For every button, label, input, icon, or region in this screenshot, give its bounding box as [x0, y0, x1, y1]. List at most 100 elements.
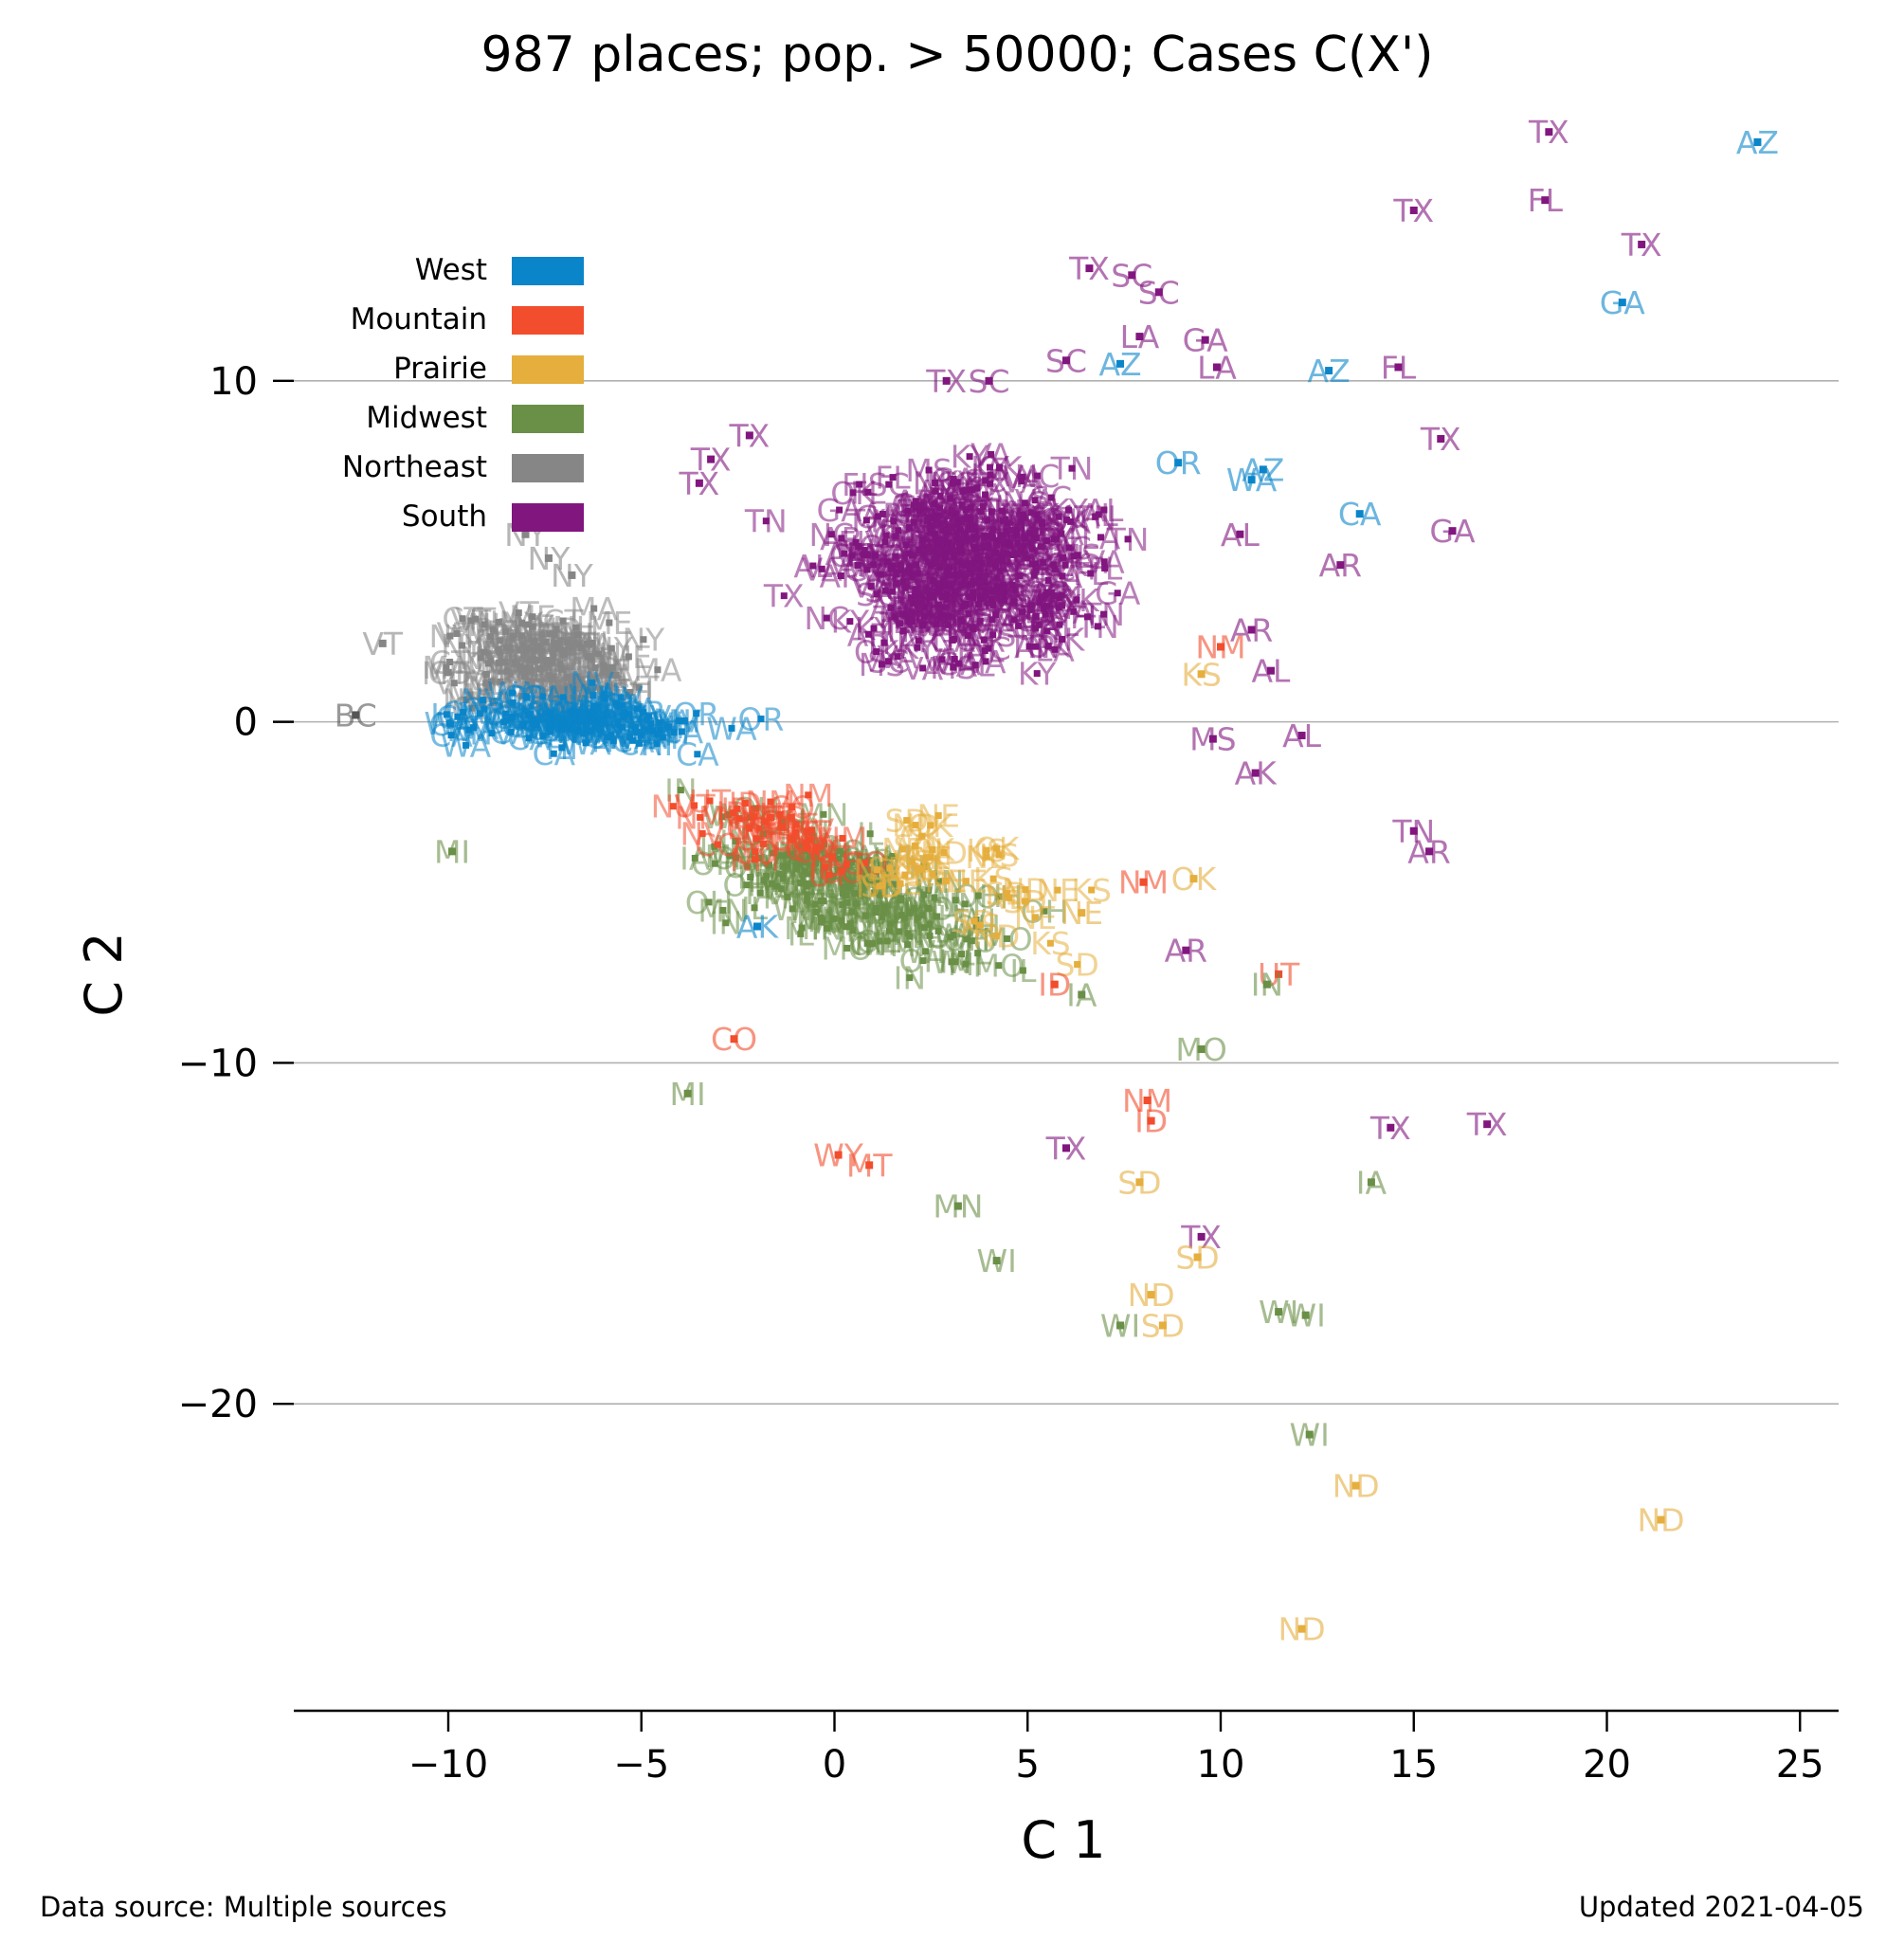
- scatter-cloud: MSKYARTNTNALVAARTNSCVAKYMSTNLANCTNGAOKOK…: [422, 436, 1150, 996]
- legend: West Mountain Prairie Midwest Northeast South: [342, 253, 584, 534]
- data-point: [881, 587, 889, 594]
- data-point: [988, 534, 996, 541]
- data-point: [595, 650, 603, 658]
- data-point: [1085, 264, 1094, 273]
- data-point: [929, 593, 936, 601]
- data-point: [1051, 565, 1059, 572]
- data-point: [1114, 590, 1121, 597]
- data-point: [745, 824, 753, 831]
- data-point: [968, 526, 975, 534]
- legend-label: Midwest: [366, 401, 487, 435]
- data-point: [950, 663, 957, 671]
- data-point: [1094, 623, 1101, 630]
- data-point: [1050, 980, 1059, 989]
- data-point: [1018, 478, 1025, 485]
- data-point: [577, 644, 585, 651]
- data-point: [949, 523, 956, 531]
- data-point: [1025, 643, 1033, 650]
- data-point: [789, 803, 796, 810]
- data-point: [913, 561, 920, 569]
- data-point: [968, 486, 975, 494]
- data-point: [981, 533, 988, 540]
- data-point: [994, 557, 1002, 565]
- data-point: [848, 552, 856, 559]
- data-point: [1010, 598, 1018, 606]
- data-point: [931, 530, 938, 537]
- data-point: [968, 580, 975, 588]
- data-point: [917, 594, 925, 602]
- data-point: [837, 572, 844, 580]
- data-point: [1100, 558, 1108, 566]
- data-point: [572, 624, 580, 631]
- data-point: [1128, 271, 1136, 280]
- data-point: [1063, 517, 1071, 524]
- data-point: [938, 592, 946, 600]
- data-point: [586, 653, 593, 661]
- data-point: [489, 699, 497, 706]
- data-point: [996, 463, 1004, 471]
- data-point: [865, 630, 873, 638]
- data-point: [1182, 946, 1190, 954]
- data-point: [1050, 561, 1058, 569]
- data-point: [612, 671, 620, 679]
- data-point: [1135, 1178, 1144, 1187]
- data-point: [1336, 561, 1345, 570]
- y-tick-label: −20: [178, 1383, 258, 1426]
- data-point: [606, 682, 613, 690]
- data-point: [575, 695, 583, 702]
- data-point: [1042, 591, 1049, 599]
- data-point: [955, 571, 963, 578]
- data-point: [970, 917, 978, 925]
- data-point: [1367, 1178, 1375, 1187]
- data-point: [950, 592, 957, 600]
- data-point: [1016, 572, 1024, 579]
- data-point: [949, 480, 956, 487]
- data-point: [962, 486, 970, 494]
- data-point: [942, 554, 950, 561]
- data-point: [1008, 581, 1016, 589]
- data-point: [1043, 536, 1051, 544]
- data-point: [1387, 1123, 1395, 1132]
- data-point: [954, 660, 962, 667]
- data-point: [931, 555, 938, 563]
- data-point: [1351, 1481, 1360, 1490]
- data-point: [945, 548, 952, 555]
- data-point: [757, 715, 765, 722]
- data-point: [762, 517, 770, 525]
- data-point: [932, 479, 939, 486]
- legend-label: Prairie: [393, 352, 487, 386]
- data-point: [446, 632, 454, 640]
- data-point: [944, 539, 952, 547]
- data-point: [870, 561, 878, 569]
- data-point: [989, 601, 997, 608]
- data-point: [484, 683, 492, 691]
- data-point: [958, 501, 966, 509]
- data-point: [1013, 529, 1021, 536]
- data-point: [1208, 735, 1217, 743]
- data-point: [1046, 939, 1054, 947]
- data-point: [934, 589, 941, 596]
- data-point: [914, 644, 921, 651]
- data-point: [1062, 356, 1070, 365]
- data-point: [1036, 599, 1043, 607]
- data-point: [1078, 990, 1086, 999]
- data-point: [1047, 494, 1055, 501]
- data-point: [962, 571, 970, 578]
- data-point: [1054, 886, 1061, 894]
- data-point: [1022, 535, 1029, 542]
- data-point: [966, 565, 973, 572]
- x-tick-label: −10: [408, 1743, 488, 1787]
- data-point: [953, 479, 961, 486]
- data-point: [908, 609, 916, 617]
- data-point: [874, 513, 881, 520]
- data-point: [1032, 625, 1040, 632]
- data-point: [1001, 589, 1008, 596]
- data-point: [906, 563, 914, 571]
- data-point: [1004, 519, 1011, 527]
- data-point: [947, 495, 954, 502]
- data-point: [987, 471, 994, 479]
- data-point: [1031, 527, 1039, 535]
- data-point: [882, 532, 890, 539]
- data-point: [1139, 878, 1148, 886]
- data-point: [1035, 621, 1043, 628]
